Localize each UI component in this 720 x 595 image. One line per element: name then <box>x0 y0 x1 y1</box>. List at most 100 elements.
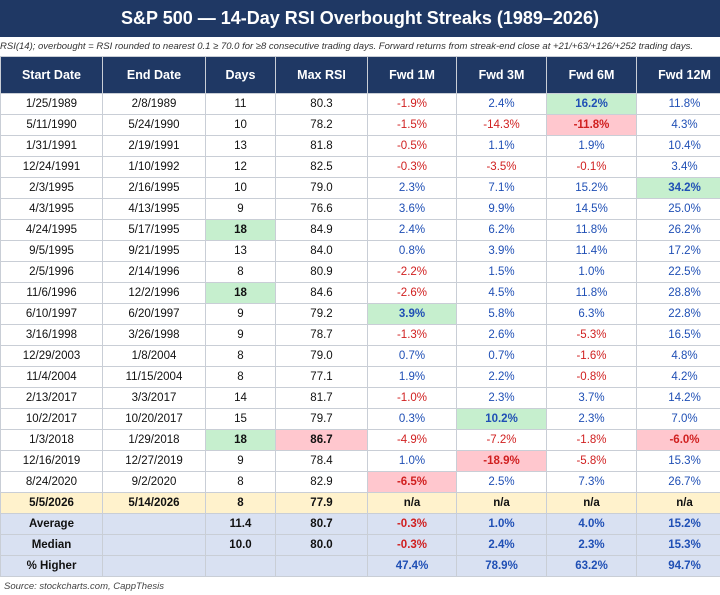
cell-end-date: 1/29/2018 <box>102 429 206 451</box>
cell-start-date: 4/24/1995 <box>0 219 103 241</box>
column-header-fwd-1m[interactable]: Fwd 1M <box>367 56 457 94</box>
cell-end-date: 9/21/1995 <box>102 240 206 262</box>
cell-fwd-1m: 47.4% <box>367 555 457 577</box>
cell-fwd-12m: 26.7% <box>636 471 720 493</box>
cell-max-rsi: 84.0 <box>275 240 368 262</box>
cell-start-date: 1/31/1991 <box>0 135 103 157</box>
cell-fwd-12m: 7.0% <box>636 408 720 430</box>
cell-start-date: 8/24/2020 <box>0 471 103 493</box>
cell-fwd-3m: 7.1% <box>456 177 547 199</box>
cell-fwd-6m: 1.0% <box>546 261 637 283</box>
column-header-fwd-12m[interactable]: Fwd 12M <box>636 56 720 94</box>
cell-days: 8 <box>205 366 276 388</box>
cell-fwd-3m: -7.2% <box>456 429 547 451</box>
table-row: 12/24/1991 1/10/1992 12 82.5 -0.3% -3.5% -0.1%… <box>0 156 720 178</box>
cell-end-date: 2/14/1996 <box>102 261 206 283</box>
cell-end-date: 5/24/1990 <box>102 114 206 136</box>
cell-end-date: 12/27/2019 <box>102 450 206 472</box>
cell-max-rsi: 78.4 <box>275 450 368 472</box>
cell-fwd-6m: -5.8% <box>546 450 637 472</box>
cell-fwd-12m: 3.4% <box>636 156 720 178</box>
cell-fwd-12m: 11.8% <box>636 93 720 115</box>
table-row: 1/31/1991 2/19/1991 13 81.8 -0.5% 1.1% 1.9% 10.… <box>0 135 720 157</box>
cell-days: 8 <box>205 492 276 514</box>
cell-days: 8 <box>205 345 276 367</box>
cell-fwd-6m: 4.0% <box>546 513 637 535</box>
column-header-fwd-6m[interactable]: Fwd 6M <box>546 56 637 94</box>
cell-fwd-3m: 10.2% <box>456 408 547 430</box>
cell-fwd-12m: 17.2% <box>636 240 720 262</box>
cell-fwd-6m: 2.3% <box>546 534 637 556</box>
cell-start-date: 5/5/2026 <box>0 492 103 514</box>
cell-start-date: % Higher <box>0 555 103 577</box>
cell-fwd-12m: 10.4% <box>636 135 720 157</box>
cell-fwd-6m: -1.8% <box>546 429 637 451</box>
summary-row: Median 10.0 80.0 -0.3% 2.4% 2.3% 15.3% <box>0 534 720 556</box>
table-row: 4/24/1995 5/17/1995 18 84.9 2.4% 6.2% 11.8% 26.… <box>0 219 720 241</box>
cell-fwd-1m: -1.3% <box>367 324 457 346</box>
cell-max-rsi: 76.6 <box>275 198 368 220</box>
cell-max-rsi: 84.9 <box>275 219 368 241</box>
cell-fwd-3m: 1.5% <box>456 261 547 283</box>
cell-fwd-6m: -11.8% <box>546 114 637 136</box>
cell-start-date: 12/24/1991 <box>0 156 103 178</box>
cell-fwd-6m: 11.8% <box>546 219 637 241</box>
cell-fwd-6m: -0.1% <box>546 156 637 178</box>
cell-fwd-12m: 15.3% <box>636 534 720 556</box>
cell-max-rsi: 78.7 <box>275 324 368 346</box>
summary-row: Average 11.4 80.7 -0.3% 1.0% 4.0% 15.2% <box>0 513 720 535</box>
cell-fwd-3m: n/a <box>456 492 547 514</box>
cell-end-date <box>102 513 206 535</box>
cell-fwd-6m: 63.2% <box>546 555 637 577</box>
cell-days: 10.0 <box>205 534 276 556</box>
cell-end-date: 9/2/2020 <box>102 471 206 493</box>
cell-fwd-3m: 2.3% <box>456 387 547 409</box>
column-header-start-date[interactable]: Start Date <box>0 56 103 94</box>
cell-fwd-6m: -1.6% <box>546 345 637 367</box>
table-row: 12/16/2019 12/27/2019 9 78.4 1.0% -18.9% -5.8%… <box>0 450 720 472</box>
cell-max-rsi: 79.7 <box>275 408 368 430</box>
cell-fwd-12m: 4.8% <box>636 345 720 367</box>
cell-fwd-3m: 9.9% <box>456 198 547 220</box>
cell-end-date: 3/26/1998 <box>102 324 206 346</box>
cell-days: 18 <box>205 219 276 241</box>
cell-fwd-12m: 15.3% <box>636 450 720 472</box>
cell-start-date: 11/4/2004 <box>0 366 103 388</box>
cell-days <box>205 555 276 577</box>
cell-fwd-1m: 2.3% <box>367 177 457 199</box>
cell-start-date: Median <box>0 534 103 556</box>
cell-fwd-1m: -0.3% <box>367 534 457 556</box>
cell-max-rsi: 81.8 <box>275 135 368 157</box>
cell-max-rsi <box>275 555 368 577</box>
column-header-days[interactable]: Days <box>205 56 276 94</box>
table-row: 8/24/2020 9/2/2020 8 82.9 -6.5% 2.5% 7.3% 26.7% <box>0 471 720 493</box>
column-header-max-rsi[interactable]: Max RSI <box>275 56 368 94</box>
cell-end-date: 4/13/1995 <box>102 198 206 220</box>
cell-start-date: 10/2/2017 <box>0 408 103 430</box>
cell-max-rsi: 80.0 <box>275 534 368 556</box>
table-row: 2/3/1995 2/16/1995 10 79.0 2.3% 7.1% 15.2% 34.2… <box>0 177 720 199</box>
cell-start-date: 9/5/1995 <box>0 240 103 262</box>
cell-max-rsi: 79.2 <box>275 303 368 325</box>
cell-fwd-6m: -0.8% <box>546 366 637 388</box>
header-row: Start Date End Date Days Max RSI Fwd 1M … <box>0 56 720 94</box>
cell-fwd-12m: 22.5% <box>636 261 720 283</box>
table-row: 10/2/2017 10/20/2017 15 79.7 0.3% 10.2% 2.3% 7.… <box>0 408 720 430</box>
cell-days: 10 <box>205 114 276 136</box>
cell-start-date: 2/13/2017 <box>0 387 103 409</box>
cell-fwd-12m: 15.2% <box>636 513 720 535</box>
current-streak-row: 5/5/2026 5/14/2026 8 77.9 n/a n/a n/a n/a <box>0 492 720 514</box>
cell-fwd-3m: 0.7% <box>456 345 547 367</box>
column-header-fwd-3m[interactable]: Fwd 3M <box>456 56 547 94</box>
cell-start-date: 2/3/1995 <box>0 177 103 199</box>
cell-start-date: 2/5/1996 <box>0 261 103 283</box>
page-title-text: S&P 500 — 14-Day RSI Overbought Streaks … <box>121 8 599 28</box>
cell-fwd-3m: 5.8% <box>456 303 547 325</box>
table-row: 3/16/1998 3/26/1998 9 78.7 -1.3% 2.6% -5.3% 16.… <box>0 324 720 346</box>
column-header-end-date[interactable]: End Date <box>102 56 206 94</box>
cell-fwd-6m: 11.4% <box>546 240 637 262</box>
cell-fwd-1m: 0.7% <box>367 345 457 367</box>
cell-max-rsi: 78.2 <box>275 114 368 136</box>
cell-fwd-12m: 94.7% <box>636 555 720 577</box>
